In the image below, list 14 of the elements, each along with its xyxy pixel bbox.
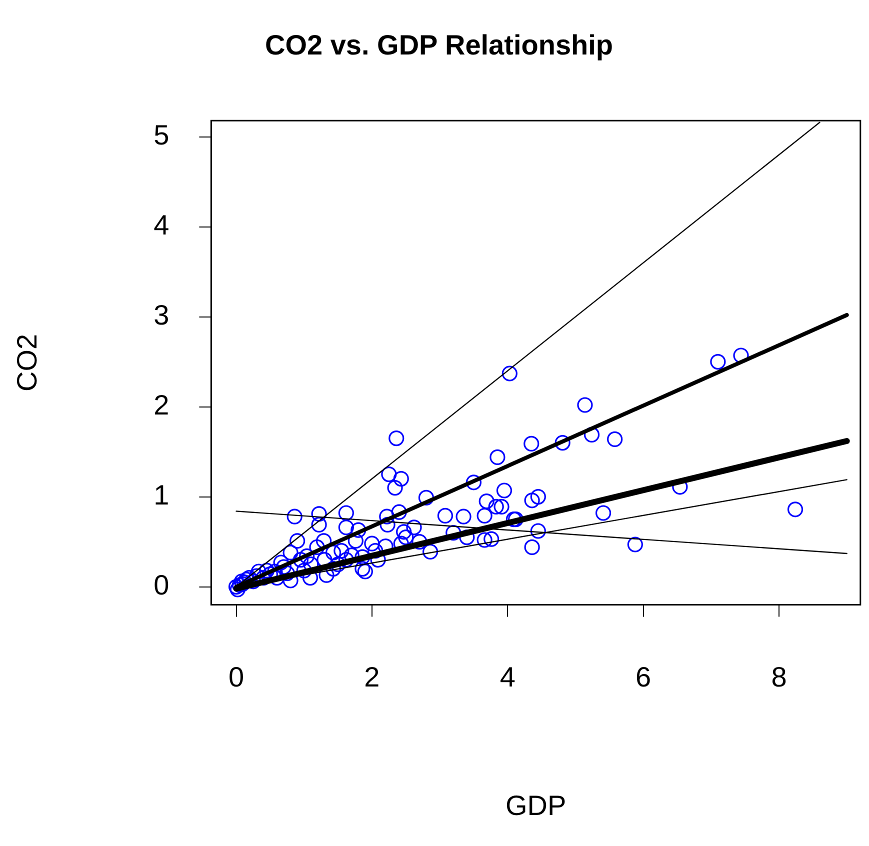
x-tick-label: 4 xyxy=(500,661,516,692)
y-tick-label: 0 xyxy=(154,570,170,601)
chart-title: CO2 vs. GDP Relationship xyxy=(264,30,614,61)
y-tick-label: 3 xyxy=(154,300,170,331)
x-tick-label: 2 xyxy=(364,661,380,692)
y-tick-label: 4 xyxy=(154,210,170,241)
x-tick-label: 6 xyxy=(636,661,652,692)
y-tick-label: 1 xyxy=(154,480,170,511)
y-tick-label: 5 xyxy=(154,120,170,151)
x-tick-label: 8 xyxy=(771,661,787,692)
y-axis-title: CO2 xyxy=(12,334,43,392)
x-tick-label: 0 xyxy=(228,661,244,692)
x-axis-title: GDP xyxy=(505,790,566,821)
y-tick-label: 2 xyxy=(154,390,170,421)
